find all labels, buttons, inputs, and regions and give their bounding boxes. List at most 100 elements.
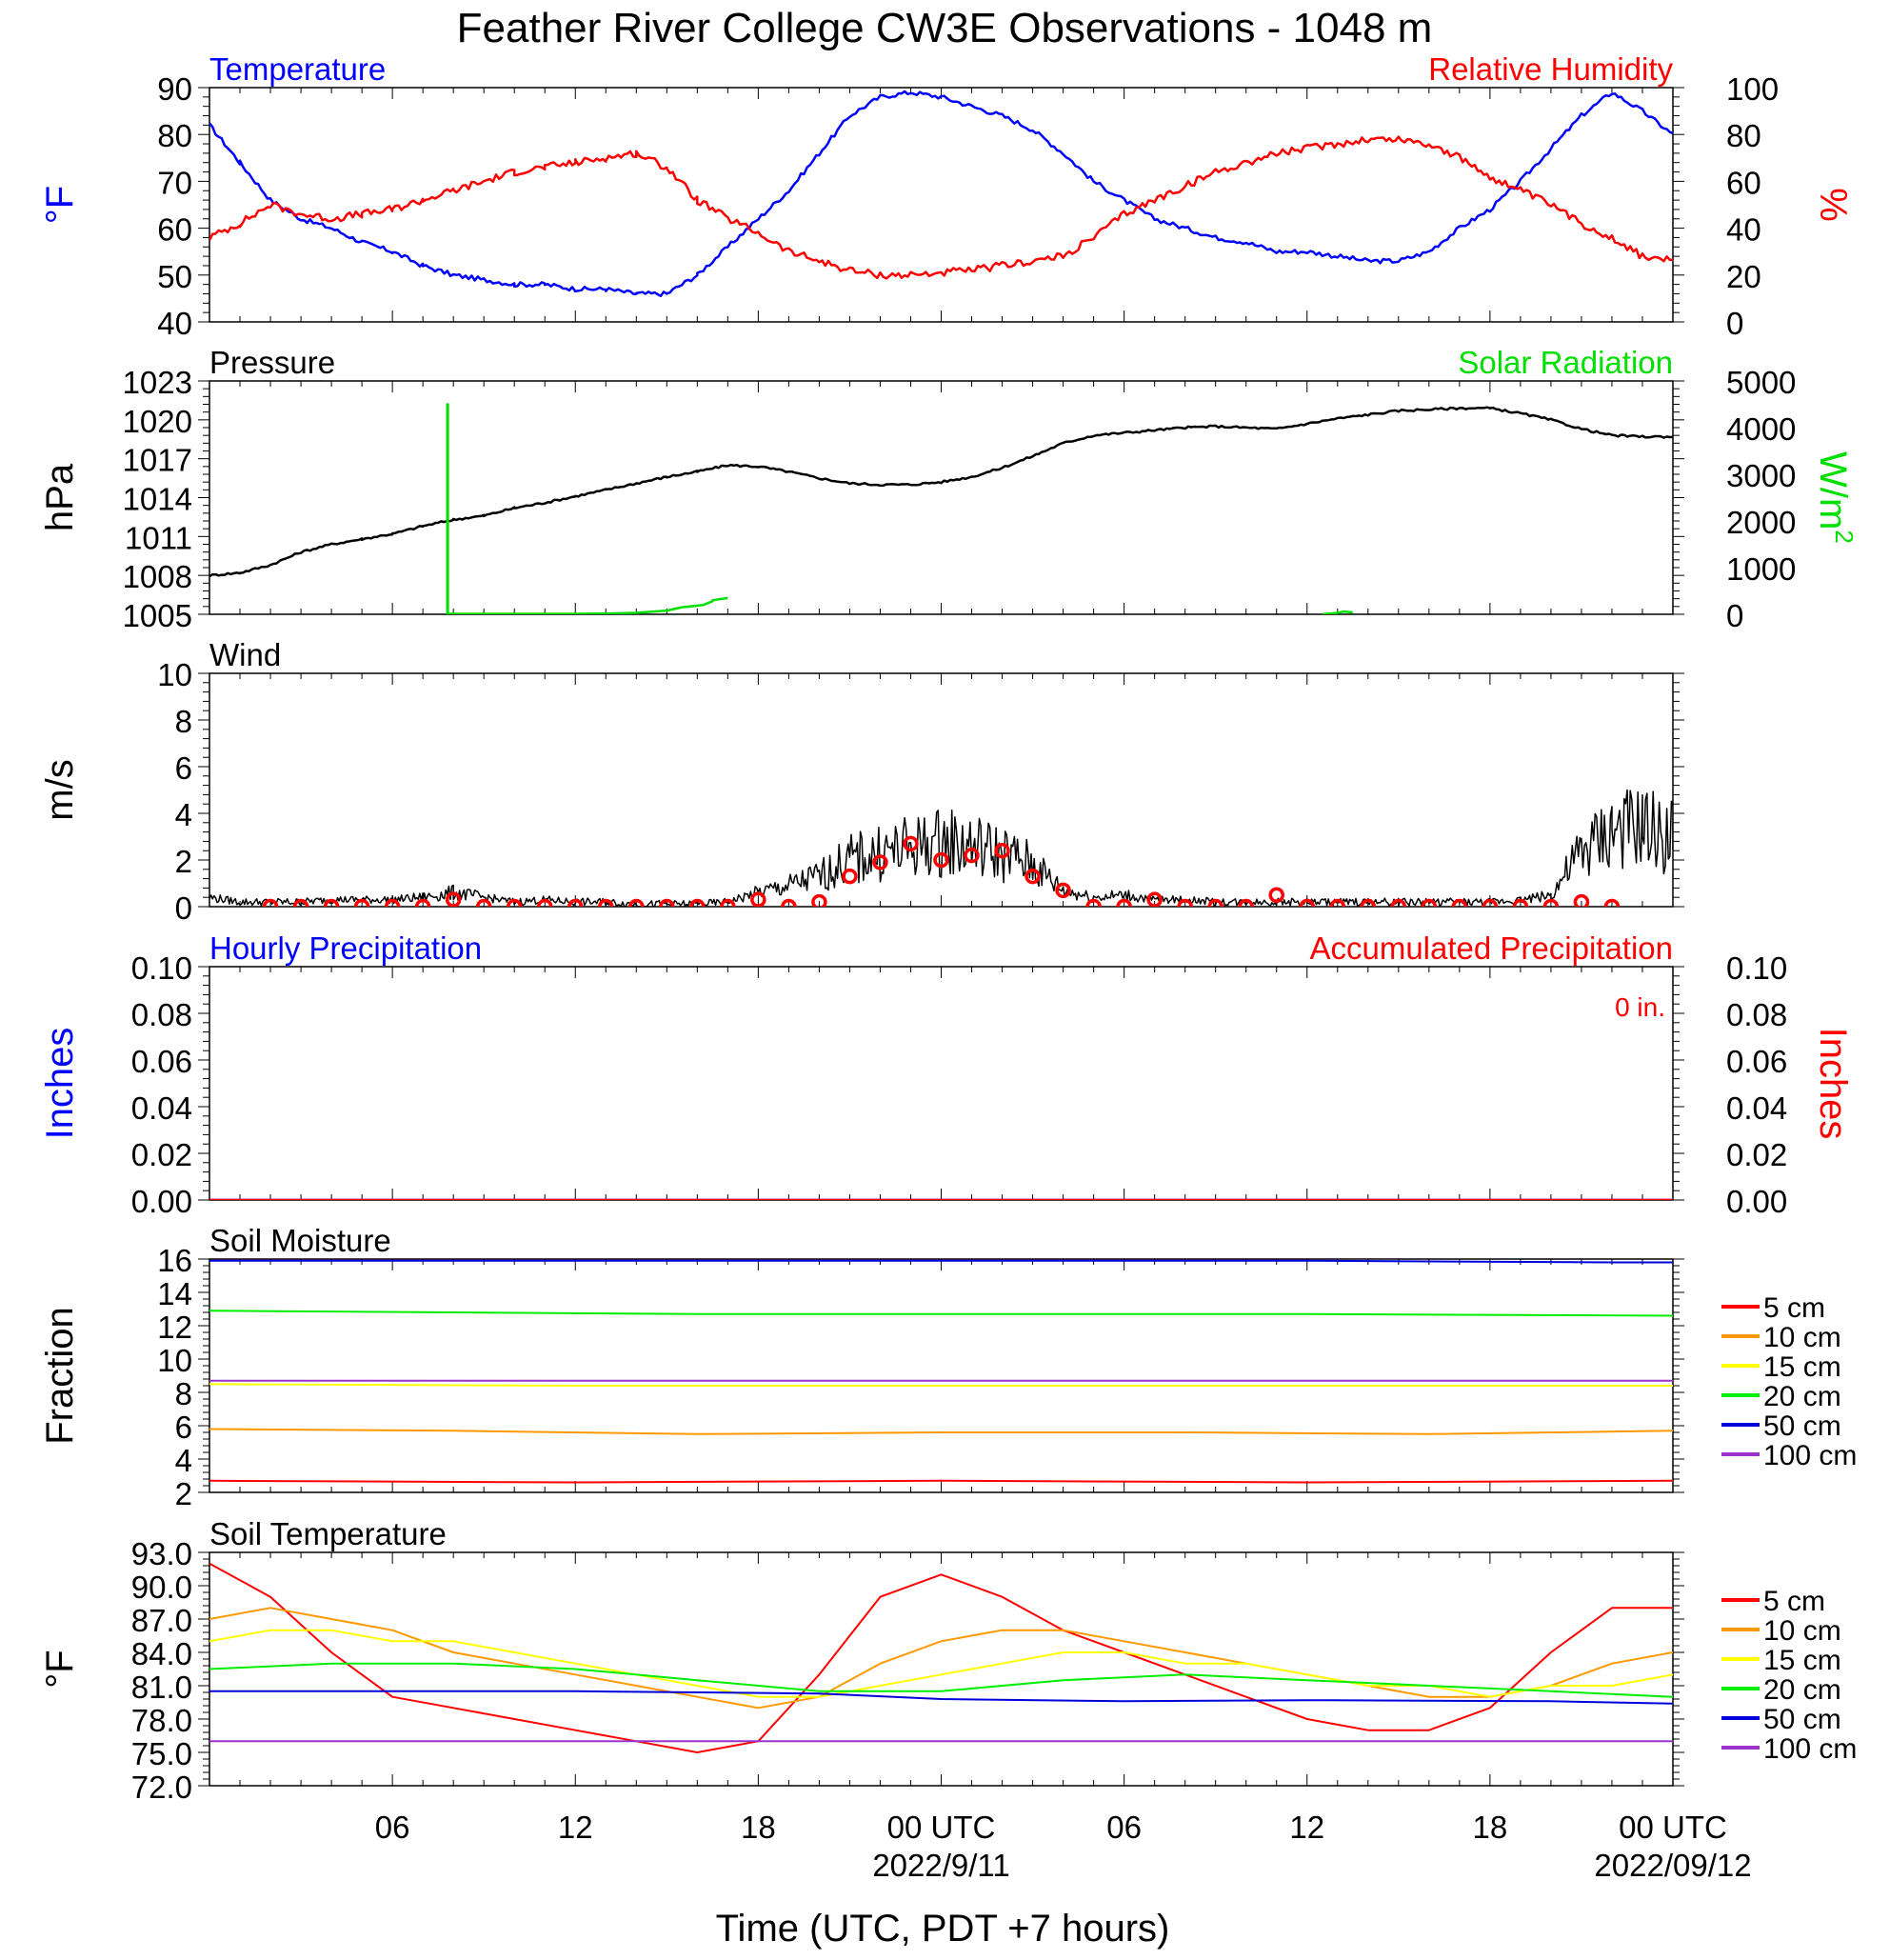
wind-marker (536, 898, 553, 907)
wind-marker (1177, 898, 1193, 907)
series-10-cm (209, 1428, 1673, 1435)
panel-wind: 0 2 4 6 8 10 Wind m/s (39, 637, 1684, 926)
legend-label: 50 cm (1763, 1704, 1841, 1735)
series-50-cm (209, 1690, 1673, 1705)
y-tick-label-left: 72.0 (131, 1770, 192, 1805)
series-humidity (209, 135, 1673, 280)
panel-title-right: Solar Radiation (1458, 345, 1673, 380)
y-tick-label-left: 0.10 (131, 950, 192, 986)
plot-frame (209, 966, 1674, 1201)
y-tick-label-right: 0.10 (1726, 950, 1787, 986)
wind-marker (1512, 898, 1529, 907)
series-20-cm (209, 1662, 1673, 1698)
legend-label: 10 cm (1763, 1615, 1841, 1647)
y-axis-label-left: °F (39, 186, 81, 224)
series-solar (1322, 610, 1353, 614)
y-tick-label-right: 0.06 (1726, 1044, 1787, 1079)
y-axis-label-left: Fraction (39, 1307, 81, 1445)
y-tick-label-right: 3000 (1726, 458, 1796, 493)
y-tick-label-right: 4000 (1726, 411, 1796, 447)
x-tick-label: 12 (558, 1810, 593, 1845)
legend-label: 50 cm (1763, 1410, 1841, 1442)
y-axis-label-left: m/s (39, 759, 81, 820)
wind-marker (1146, 891, 1163, 907)
y-tick-label-right: 0.04 (1726, 1090, 1787, 1126)
wind-marker (628, 898, 645, 907)
y-tick-label-left: 6 (175, 1410, 192, 1445)
series-5-cm (209, 1479, 1673, 1484)
plot-area (209, 90, 1673, 298)
panel-title-left: Hourly Precipitation (209, 930, 482, 966)
wind-marker (750, 891, 766, 907)
wind-marker (1025, 868, 1041, 885)
y-tick-label-right: 1000 (1726, 551, 1796, 587)
wind-marker (1360, 898, 1377, 907)
x-tick-label: 06 (1106, 1810, 1142, 1845)
y-tick-label-left: 8 (175, 704, 192, 739)
wind-marker (994, 842, 1010, 859)
wind-marker (262, 898, 279, 907)
plot-area (209, 789, 1673, 907)
panel-title-left: Soil Temperature (209, 1516, 447, 1551)
wind-marker (872, 854, 888, 870)
panel-title-left: Pressure (209, 345, 335, 380)
y-axis-label-left: °F (39, 1650, 81, 1688)
wind-marker (414, 898, 431, 907)
x-tick-label: 18 (1473, 1810, 1508, 1845)
y-tick-label-right: 5000 (1726, 365, 1796, 400)
figure-title: Feather River College CW3E Observations … (457, 5, 1433, 51)
y-tick-label-left: 0.08 (131, 997, 192, 1032)
y-tick-label-left: 0 (175, 890, 192, 926)
y-tick-label-left: 1005 (123, 598, 192, 633)
y-tick-label-left: 40 (157, 306, 192, 341)
y-tick-label-left: 2 (175, 844, 192, 879)
x-date-label: 2022/9/11 (872, 1848, 1009, 1883)
series-10-cm (209, 1607, 1673, 1710)
x-tick-label: 06 (375, 1810, 410, 1845)
panel-title-right: Accumulated Precipitation (1309, 930, 1673, 966)
wind-marker (720, 898, 736, 907)
series-wind (209, 789, 1673, 907)
y-tick-label-left: 1023 (123, 365, 192, 400)
wind-marker (598, 898, 614, 907)
panel-title-left: Wind (209, 637, 281, 672)
wind-marker (811, 893, 827, 907)
y-tick-label-left: 93.0 (131, 1536, 192, 1571)
panel-precipitation: 0.00 0.02 0.04 0.06 0.08 0.10 0.00 0.02 0.04 0.06… (39, 930, 1854, 1219)
y-tick-label-right: 0.02 (1726, 1137, 1787, 1172)
y-tick-label-left: 0.00 (131, 1184, 192, 1219)
y-axis-label-superscript: 2 (1830, 530, 1859, 543)
plot-frame (209, 1258, 1674, 1493)
y-tick-label-left: 12 (157, 1310, 192, 1345)
plot-area (209, 1562, 1673, 1753)
legend-label: 15 cm (1763, 1351, 1841, 1383)
y-tick-label-right: 40 (1726, 212, 1761, 248)
y-tick-label-left: 90 (157, 71, 192, 107)
y-tick-label-left: 4 (175, 1443, 192, 1478)
y-tick-label-left: 6 (175, 750, 192, 786)
legend-label: 100 cm (1763, 1440, 1857, 1471)
y-tick-label-right: 80 (1726, 118, 1761, 153)
plot-frame (209, 380, 1674, 615)
y-tick-label-right: 0.00 (1726, 1184, 1787, 1219)
series-solar (446, 403, 728, 614)
wind-marker (445, 891, 462, 907)
series-pressure (209, 406, 1673, 578)
wind-marker (1603, 898, 1621, 907)
wind-marker (1542, 898, 1560, 907)
y-tick-label-left: 8 (175, 1376, 192, 1411)
y-tick-label-right: 100 (1726, 71, 1779, 107)
wind-marker (1299, 898, 1315, 907)
wind-marker (567, 898, 584, 907)
wind-marker (1207, 898, 1224, 907)
plot-frame (209, 87, 1674, 323)
y-tick-label-left: 16 (157, 1243, 192, 1278)
legend-label: 20 cm (1763, 1674, 1841, 1706)
wind-marker (1451, 898, 1468, 907)
y-tick-label-left: 0.04 (131, 1090, 192, 1126)
y-axis-label-left: hPa (39, 463, 81, 531)
